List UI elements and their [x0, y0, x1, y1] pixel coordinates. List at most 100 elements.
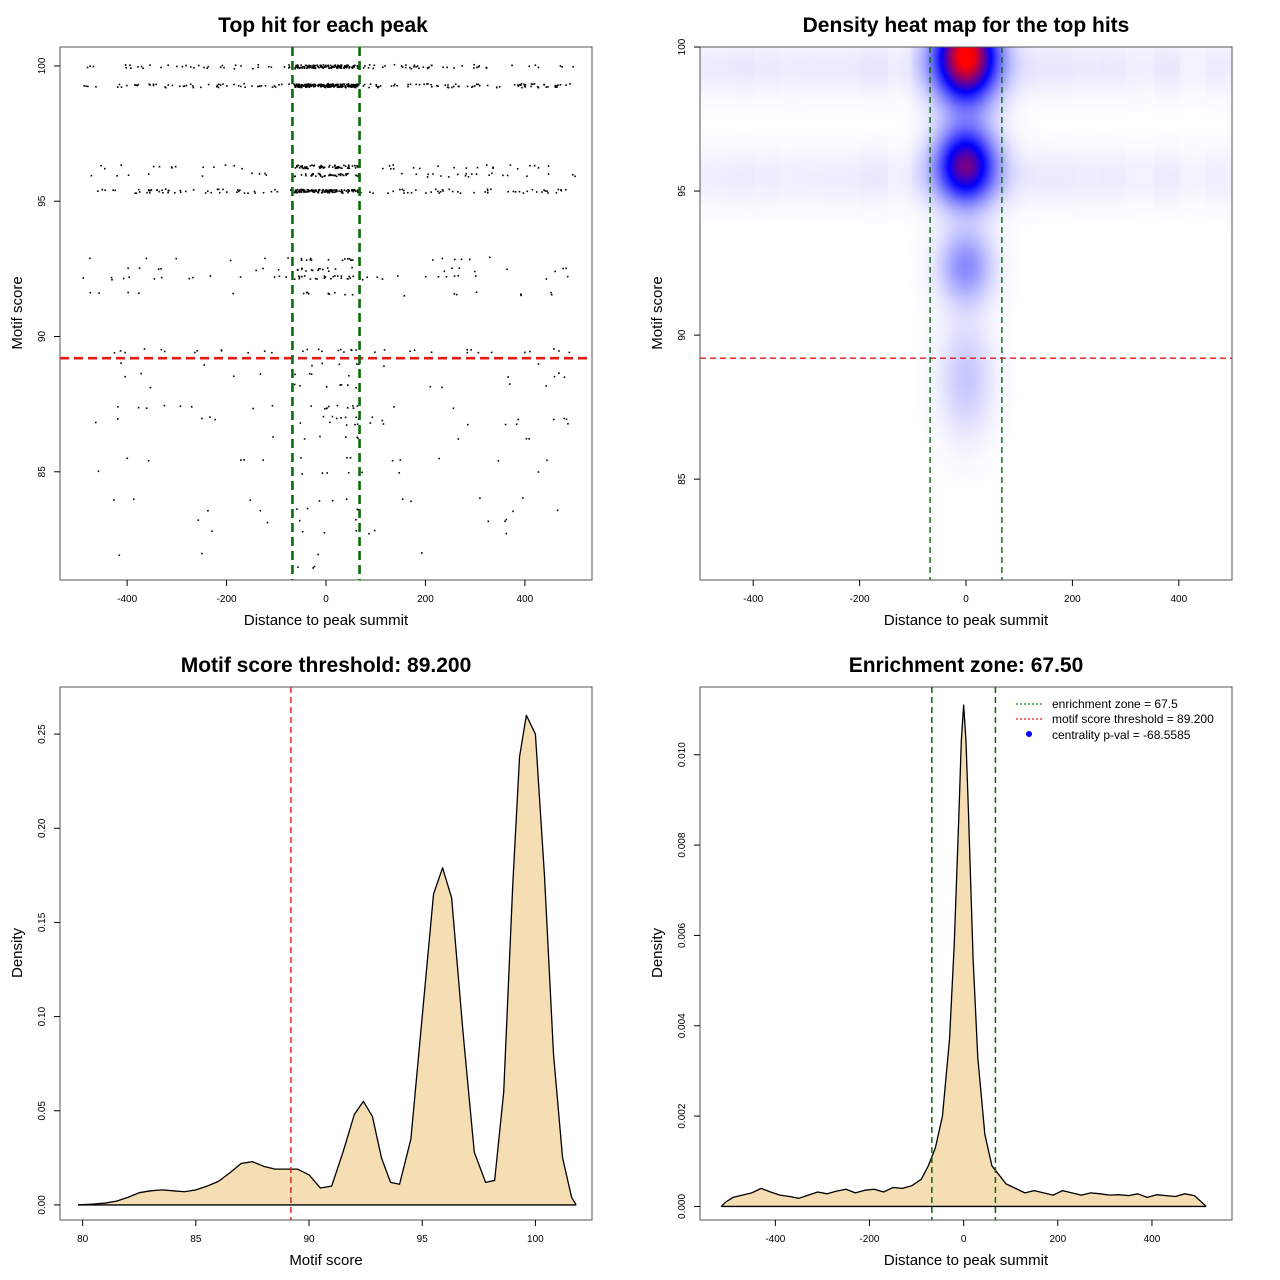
data-point [294, 86, 297, 88]
data-point [309, 278, 312, 280]
data-point [224, 164, 227, 166]
data-point [427, 83, 429, 85]
data-point [322, 188, 325, 191]
data-point [430, 85, 433, 88]
data-point [340, 84, 343, 86]
data-point [486, 84, 489, 87]
data-point [120, 164, 123, 166]
data-point [113, 499, 115, 501]
data-point [103, 167, 106, 170]
data-point [334, 64, 336, 66]
data-point [300, 85, 302, 88]
data-point [347, 164, 350, 167]
data-point [341, 85, 343, 88]
data-point [360, 191, 362, 194]
data-point [164, 188, 167, 190]
data-point [452, 407, 455, 410]
data-point [214, 418, 216, 421]
data-point [333, 291, 336, 294]
data-point [344, 436, 347, 438]
data-point [319, 165, 322, 168]
data-point [383, 365, 385, 367]
data-point [341, 190, 343, 193]
data-point [352, 83, 355, 86]
data-point [545, 385, 547, 387]
data-point [355, 518, 357, 521]
data-point [137, 188, 140, 191]
data-point [347, 278, 349, 280]
data-point [326, 190, 328, 193]
data-point [294, 373, 296, 376]
data-point [520, 82, 523, 85]
data-point [90, 174, 93, 177]
data-point [143, 348, 146, 350]
data-point [529, 350, 531, 353]
data-point [338, 86, 341, 88]
data-point [327, 82, 329, 85]
data-point [313, 565, 316, 568]
data-point [418, 167, 421, 170]
data-point [345, 424, 348, 426]
data-point [407, 191, 409, 194]
data-point [162, 191, 164, 194]
data-point [325, 386, 328, 388]
data-point [351, 259, 354, 261]
data-point [425, 192, 427, 194]
data-point [316, 278, 318, 280]
data-point [364, 65, 366, 67]
data-point [533, 164, 536, 167]
data-point [530, 83, 533, 85]
data-point [569, 82, 571, 85]
data-point [254, 192, 256, 194]
data-point [520, 294, 522, 297]
data-point [324, 191, 326, 193]
data-point [393, 84, 395, 87]
data-point [328, 67, 330, 70]
data-point [314, 277, 317, 280]
data-point [346, 456, 348, 459]
data-point [308, 65, 311, 67]
data-point [218, 191, 221, 194]
data-point [550, 291, 552, 294]
data-point [297, 86, 299, 88]
data-point [303, 67, 306, 69]
data-point [307, 293, 310, 295]
data-point [348, 84, 350, 87]
data-point [89, 257, 91, 260]
data-point [296, 191, 299, 194]
data-point [330, 174, 333, 177]
data-point [555, 86, 558, 89]
data-point [366, 276, 368, 279]
data-point [296, 508, 298, 510]
data-point [335, 166, 338, 169]
data-point [262, 459, 264, 461]
data-point [312, 191, 315, 193]
data-point [336, 275, 339, 277]
panel-density-heatmap: Density heat map for the top hits -400 -2… [649, 14, 1233, 629]
data-point [391, 459, 394, 462]
data-point [298, 519, 301, 522]
data-point [356, 508, 359, 511]
data-point [311, 364, 313, 367]
y-tick-label: 0.008 [677, 832, 688, 857]
data-point [325, 189, 327, 191]
data-point [306, 189, 309, 192]
y-tick-label: 0.006 [677, 922, 688, 947]
data-point [354, 83, 356, 86]
data-point [546, 190, 548, 192]
panel-4-x-axis: -400 -200 0 200 400 [765, 1220, 1161, 1245]
data-point [327, 84, 330, 86]
data-point [349, 277, 352, 279]
panel-4-x-label: Distance to peak summit [884, 1252, 1049, 1269]
data-point [399, 188, 401, 191]
data-point [447, 176, 450, 178]
data-point [372, 67, 375, 70]
data-point [537, 167, 540, 169]
data-point [537, 66, 540, 69]
data-point [163, 350, 166, 353]
data-point [251, 172, 253, 175]
data-point [412, 167, 415, 169]
data-point [526, 175, 528, 177]
data-point [413, 64, 416, 67]
